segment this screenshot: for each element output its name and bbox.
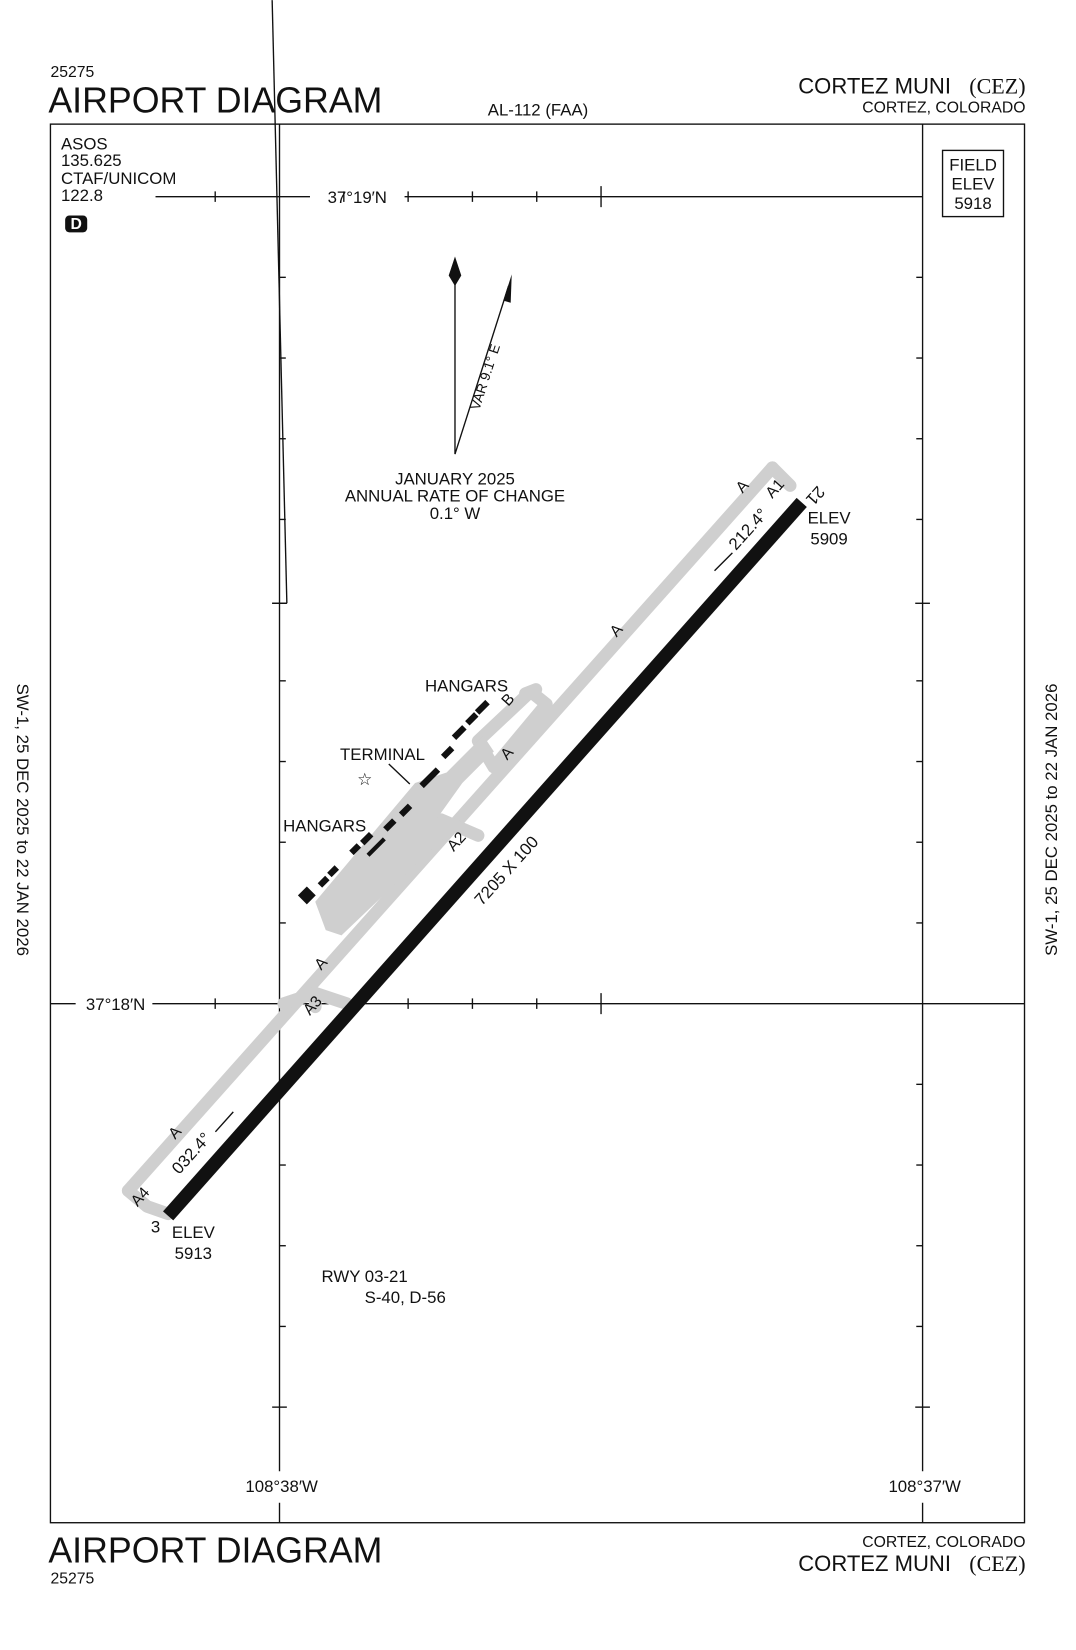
- effective-dates: SW-1, 25 DEC 2025 to 22 JAN 2026: [13, 684, 32, 956]
- terminal-pointer: [388, 763, 411, 785]
- runway-end: 3: [151, 1218, 160, 1237]
- field-elev-label: FIELD: [949, 155, 997, 174]
- mag-rate: 0.1° W: [430, 504, 481, 523]
- elev-value: 5909: [810, 529, 847, 548]
- terminal-label: TERMINAL: [340, 745, 425, 764]
- comm: ASOS: [61, 134, 108, 153]
- elev-label: ELEV: [808, 508, 852, 527]
- hangars-label: HANGARS: [283, 816, 366, 835]
- title: AIRPORT DIAGRAM: [48, 1531, 382, 1571]
- frame: [49, 123, 1026, 1524]
- mag-rate-label: ANNUAL RATE OF CHANGE: [345, 486, 565, 505]
- runway-info: RWY 03-21: [322, 1267, 408, 1286]
- comm: 122.8: [61, 186, 103, 205]
- terminal-star: ☆: [357, 770, 372, 789]
- location: CORTEZ, COLORADO: [862, 1534, 1025, 1551]
- north-arrowhead: [448, 256, 462, 286]
- elev-value: 5913: [175, 1244, 212, 1263]
- class-badge: [65, 215, 88, 233]
- field-elev-box: [941, 149, 1005, 218]
- airspace-class: D: [70, 216, 81, 233]
- elev-label: ELEV: [172, 1223, 216, 1242]
- runway: [163, 497, 807, 1221]
- chart-number: 25275: [50, 64, 94, 81]
- airport-name: CORTEZ MUNI: [798, 1551, 951, 1576]
- magnetic-arrowhead: [503, 274, 512, 303]
- apron: [315, 735, 494, 936]
- hangars-label: HANGARS: [425, 677, 508, 696]
- tick-group: [214, 0, 930, 1408]
- variation: VAR 9.1° E: [468, 342, 503, 412]
- heading-arrow: [214, 1111, 234, 1133]
- airport-name: CORTEZ MUNI: [798, 74, 951, 99]
- procedure: AL-112 (FAA): [488, 101, 589, 120]
- taxiway-b: [471, 683, 553, 774]
- airport-id: (CEZ): [969, 1551, 1025, 1576]
- field-elev-value: 5918: [954, 194, 991, 213]
- lon-label: 108°38′W: [245, 1477, 318, 1496]
- tick: [271, 0, 288, 604]
- title: AIRPORT DIAGRAM: [48, 81, 382, 121]
- mag-date: JANUARY 2025: [395, 470, 515, 489]
- runway-strength: S-40, D-56: [365, 1288, 446, 1307]
- heading-arrow: [714, 552, 733, 572]
- lat-label: 37°18′N: [86, 995, 145, 1014]
- comm: 135.625: [61, 151, 122, 170]
- effective-dates: SW-1, 25 DEC 2025 to 22 JAN 2026: [1042, 684, 1061, 956]
- lon-label: 108°37′W: [888, 1477, 961, 1496]
- comm: CTAF/UNICOM: [61, 169, 176, 188]
- lat-label: 37°19′N: [328, 188, 387, 207]
- airport-id: (CEZ): [969, 74, 1025, 99]
- chart-number: 25275: [50, 1571, 94, 1588]
- buildings: [297, 699, 490, 905]
- runway-end: 21: [802, 482, 829, 509]
- magnetic-north: [454, 285, 510, 455]
- field-elev-label: ELEV: [952, 174, 996, 193]
- location: CORTEZ, COLORADO: [862, 100, 1025, 117]
- taxiway-connector: [121, 461, 797, 1221]
